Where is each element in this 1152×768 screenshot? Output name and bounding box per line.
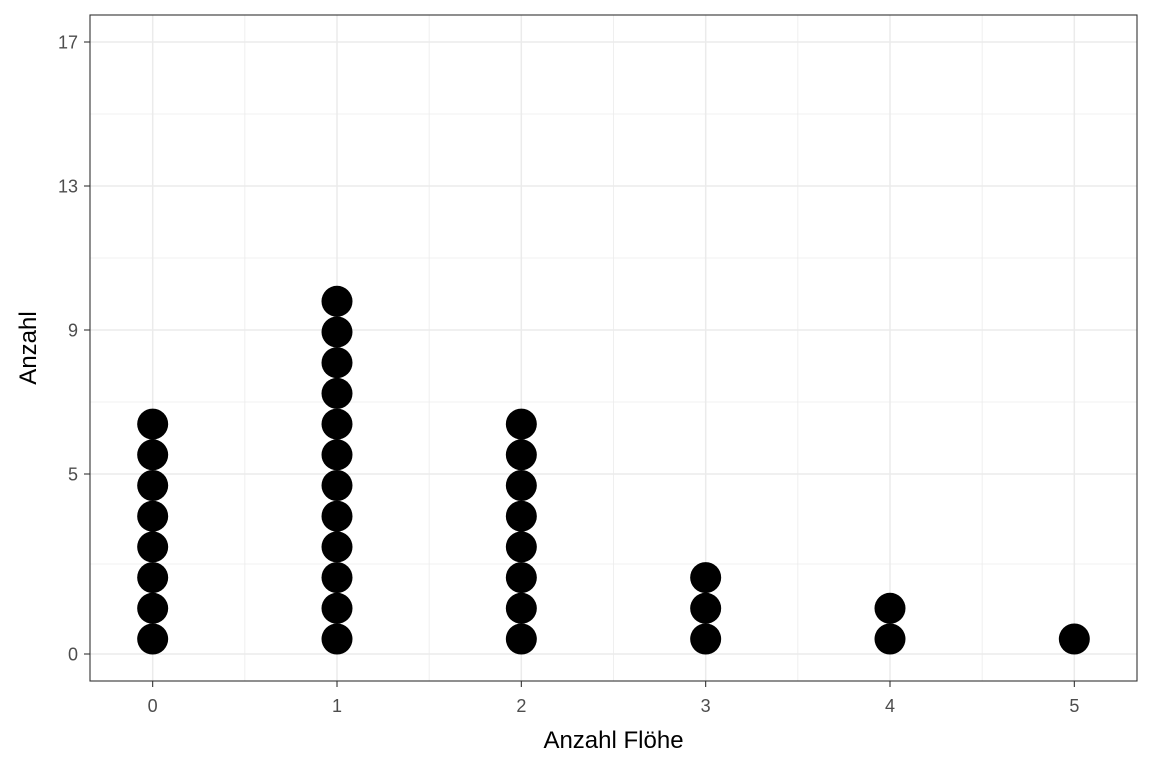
data-dot <box>505 470 537 501</box>
data-dot <box>137 562 169 594</box>
data-dot <box>505 592 537 624</box>
y-axis-ticks: 0 5 9 13 17 <box>58 33 90 665</box>
data-dot <box>321 531 353 563</box>
data-dot <box>690 562 722 594</box>
data-dot <box>1058 623 1090 655</box>
data-dot <box>321 316 353 348</box>
dots-layer <box>137 285 1090 655</box>
data-dot <box>137 592 169 624</box>
x-tick-label: 2 <box>516 696 526 716</box>
data-dot <box>874 623 906 655</box>
data-dot <box>505 531 537 563</box>
y-tick-label: 5 <box>68 465 78 485</box>
data-dot <box>137 439 169 471</box>
data-dot <box>321 500 353 532</box>
data-dot <box>137 470 169 501</box>
x-tick-label: 3 <box>701 696 711 716</box>
x-tick-label: 0 <box>148 696 158 716</box>
data-dot <box>690 592 722 624</box>
y-tick-label: 13 <box>58 177 78 197</box>
x-tick-label: 4 <box>885 696 895 716</box>
data-dot <box>321 408 353 440</box>
data-dot <box>874 592 906 624</box>
x-tick-label: 1 <box>332 696 342 716</box>
data-dot <box>321 439 353 471</box>
data-dot <box>505 408 537 440</box>
data-dot <box>505 500 537 532</box>
y-tick-label: 17 <box>58 33 78 53</box>
data-dot <box>505 562 537 594</box>
grid-minor <box>90 15 1137 681</box>
data-dot <box>505 623 537 655</box>
data-dot <box>690 623 722 655</box>
data-dot <box>321 562 353 594</box>
y-tick-label: 9 <box>68 321 78 341</box>
y-tick-label: 0 <box>68 645 78 665</box>
y-axis-title: Anzahl <box>15 311 42 384</box>
data-dot <box>137 408 169 440</box>
data-dot <box>321 377 353 409</box>
data-dot <box>321 623 353 655</box>
x-axis-title: Anzahl Flöhe <box>543 727 683 754</box>
data-dot <box>321 347 353 379</box>
x-axis-ticks: 0 1 2 3 4 5 <box>148 681 1079 716</box>
x-tick-label: 5 <box>1069 696 1079 716</box>
data-dot <box>321 285 353 317</box>
data-dot <box>137 623 169 655</box>
data-dot <box>137 531 169 563</box>
data-dot <box>321 592 353 624</box>
data-dot <box>321 470 353 501</box>
data-dot <box>137 500 169 532</box>
data-dot <box>505 439 537 471</box>
panel-border <box>89 14 1138 682</box>
